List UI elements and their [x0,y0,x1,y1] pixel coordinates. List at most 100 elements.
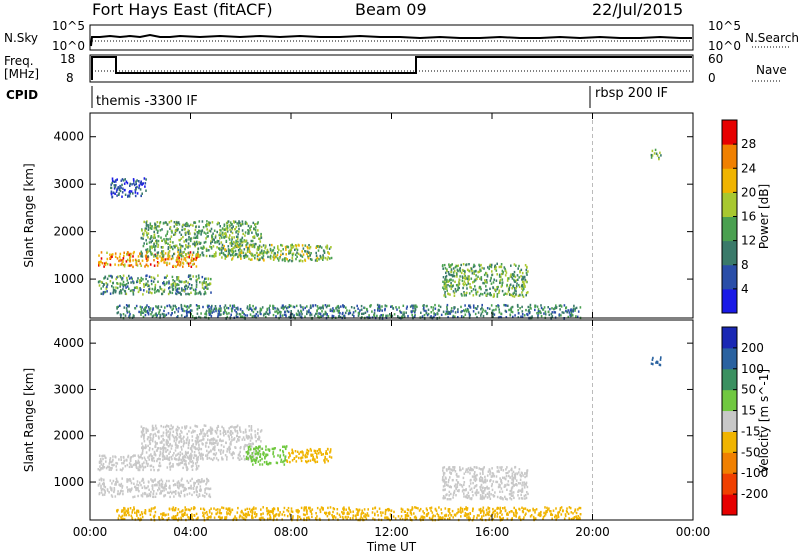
data-cell [468,310,470,314]
data-cell [164,252,167,255]
data-cell [109,458,111,462]
data-cell [185,253,187,256]
data-cell [212,254,214,258]
data-cell [203,280,205,283]
data-cell [498,265,501,269]
data-cell [106,277,109,280]
data-cell [343,314,346,317]
data-cell [131,465,133,468]
data-cell [149,464,152,468]
data-cell [521,484,523,487]
data-cell [474,285,476,288]
data-cell [448,508,451,511]
data-cell [477,275,479,278]
data-cell [481,516,483,519]
data-cell [486,479,488,482]
data-cell [195,275,198,278]
data-cell [254,511,256,514]
data-cell [178,463,181,466]
data-cell [281,258,284,261]
data-cell [323,459,326,463]
data-cell [141,442,143,445]
data-cell [139,513,141,517]
data-cell [507,483,510,487]
data-cell [203,231,206,234]
data-cell [207,438,209,441]
colorbar-swatch [722,144,737,169]
data-cell [573,304,575,308]
data-cell [112,191,115,195]
data-cell [233,438,235,441]
data-cell [179,243,181,246]
data-cell [230,440,232,444]
data-cell [116,510,118,513]
data-cell [235,314,238,317]
data-cell [177,310,180,313]
data-cell [455,487,457,491]
data-cell [392,307,395,310]
data-cell [519,473,521,477]
data-cell [198,220,201,223]
data-cell [267,250,270,254]
data-cell [423,306,425,309]
data-cell [162,454,164,457]
data-cell [451,263,453,266]
data-cell [280,253,282,256]
data-cell [204,240,207,244]
data-cell [576,315,579,318]
data-cell [129,184,131,187]
data-cell [519,482,522,485]
data-cell [457,269,459,273]
data-cell [287,260,290,263]
data-cell [445,468,448,471]
data-cell [226,458,228,461]
data-cell [155,449,158,452]
data-cell [281,314,284,317]
data-cell [501,269,504,273]
data-cell [278,257,281,260]
data-cell [301,451,303,454]
data-cell [111,482,113,485]
data-cell [460,263,462,267]
data-cell [162,255,164,258]
data-cell [119,313,122,316]
data-cell [494,515,496,518]
data-cell [158,486,160,490]
data-cell [305,451,308,454]
data-cell [166,223,169,226]
data-cell [483,291,486,295]
data-cell [492,480,495,483]
data-cell [216,246,218,249]
data-cell [265,448,267,451]
data-cell [236,434,238,438]
data-cell [171,254,174,258]
data-cell [445,280,448,283]
data-cell [203,287,205,290]
scatter-region-6 [116,506,582,522]
data-cell [116,479,118,483]
data-cell [197,482,200,486]
data-cell [147,264,149,268]
data-cell [207,287,209,290]
data-cell [218,311,220,314]
data-cell [553,311,555,314]
data-cell [239,313,242,316]
data-cell [143,283,145,286]
data-cell [108,468,111,471]
data-cell [182,483,185,487]
data-cell [416,305,418,309]
data-cell [324,256,327,260]
data-cell [195,236,197,239]
data-cell [522,275,524,279]
data-cell [186,287,189,290]
data-cell [579,506,582,510]
data-cell [178,256,180,260]
data-cell [169,240,172,243]
data-cell [447,467,450,471]
data-cell [163,457,166,460]
data-cell [443,288,445,291]
data-cell [196,305,199,308]
data-cell [295,455,298,458]
data-cell [256,222,259,225]
data-cell [142,278,144,281]
